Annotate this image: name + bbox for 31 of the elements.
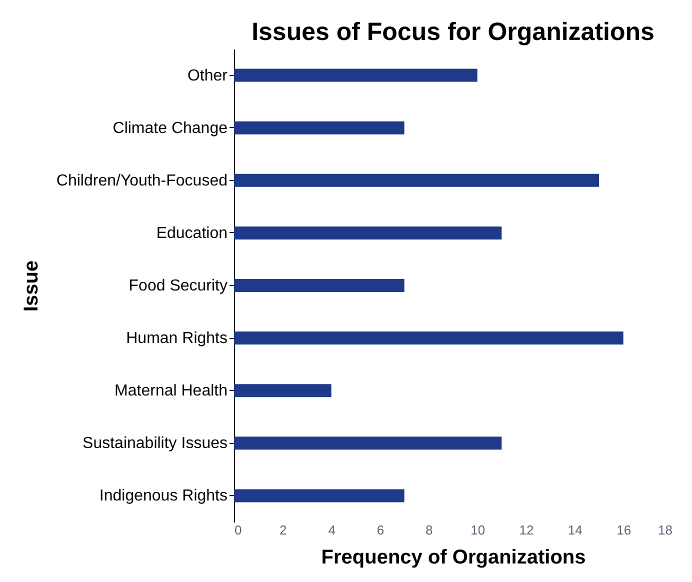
y-tick-label: Maternal Health: [114, 382, 228, 400]
x-tick-label: 8: [426, 522, 433, 538]
x-tick-label: 6: [376, 522, 384, 538]
y-axis-title: Issue: [20, 260, 42, 312]
x-tick-label: 4: [328, 522, 336, 538]
bar: [234, 68, 478, 82]
bar: [234, 332, 624, 345]
y-tick-label: Sustainability Issues: [82, 435, 228, 452]
bar: [234, 121, 404, 134]
y-tick-label: Other: [187, 67, 228, 84]
x-axis-title: Frequency of Organizations: [321, 546, 586, 568]
bar: [234, 489, 404, 502]
x-tick-label: 18: [658, 522, 672, 538]
bar: [234, 226, 502, 240]
y-tick-label: Education: [156, 224, 228, 242]
y-tick-label: Food Security: [128, 278, 228, 294]
y-tick-label: Indigenous Rights: [99, 488, 228, 505]
bar: [234, 436, 502, 450]
bar: [234, 174, 599, 187]
chart-title: Issues of Focus for Organizations: [252, 18, 654, 46]
x-tick-label: 12: [519, 522, 534, 538]
x-tick-label: 10: [470, 522, 486, 538]
bar: [234, 384, 332, 398]
bar: [234, 279, 404, 292]
x-tick-label: 14: [568, 522, 582, 538]
x-tick-label: 2: [280, 522, 287, 538]
x-tick-label: 16: [616, 522, 632, 538]
x-tick-label: 0: [234, 522, 242, 538]
y-tick-label: Climate Change: [112, 120, 228, 137]
y-tick-label: Human Rights: [126, 330, 228, 348]
y-tick-label: Children/Youth-Focused: [56, 172, 228, 190]
